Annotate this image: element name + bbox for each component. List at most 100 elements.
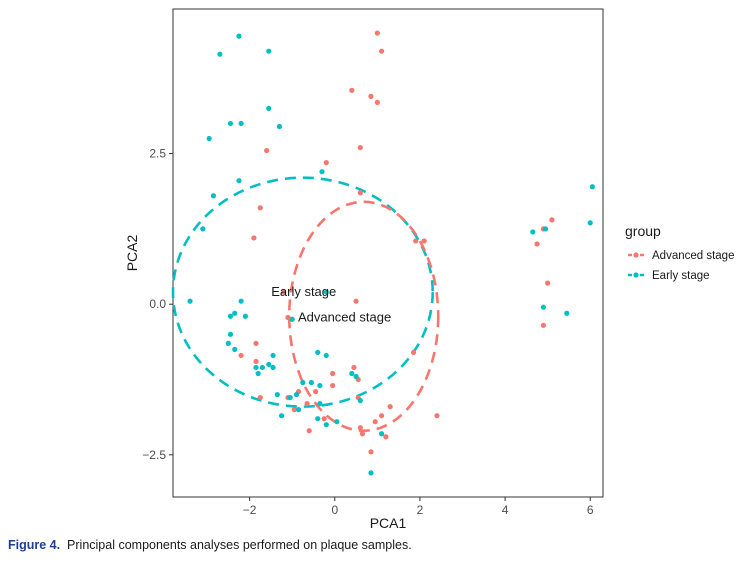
point-early-stage: [200, 226, 206, 232]
legend-key-dot-advanced-stage: [633, 252, 639, 258]
point-early-stage: [542, 226, 549, 232]
point-early-stage: [589, 184, 595, 190]
point-advanced-stage: [549, 217, 555, 223]
point-early-stage: [334, 419, 340, 425]
point-advanced-stage: [421, 238, 427, 244]
point-advanced-stage: [410, 349, 417, 356]
point-early-stage: [349, 370, 355, 377]
point-early-stage: [227, 331, 234, 337]
centroid-early-stage: [323, 289, 329, 295]
point-advanced-stage: [351, 364, 357, 371]
plot-panel-border: [172, 8, 604, 498]
point-early-stage: [259, 364, 266, 371]
point-advanced-stage: [264, 147, 270, 154]
caption-label: Figure 4.: [8, 538, 61, 552]
point-early-stage: [266, 361, 272, 368]
confidence-ellipses: [171, 176, 440, 433]
point-early-stage: [270, 352, 276, 359]
point-early-stage: [379, 431, 385, 437]
point-early-stage: [357, 398, 363, 404]
point-early-stage: [238, 298, 244, 304]
point-early-stage: [266, 105, 272, 112]
point-advanced-stage: [313, 388, 319, 395]
point-early-stage: [353, 373, 359, 380]
point-advanced-stage: [253, 358, 259, 365]
point-early-stage: [323, 352, 329, 359]
point-early-stage: [315, 349, 321, 356]
x-axis-ticks: −2 0 2 4 6: [243, 497, 594, 517]
ellipse-early-stage: [171, 176, 435, 408]
point-early-stage: [225, 340, 231, 346]
point-advanced-stage: [383, 434, 389, 440]
point-early-stage: [289, 316, 295, 322]
caption-text: Principal components analyses performed …: [67, 538, 412, 552]
legend-items: Advanced stage Early stage: [628, 250, 734, 282]
point-early-stage: [210, 193, 217, 199]
point-early-stage: [300, 379, 306, 386]
point-early-stage: [293, 391, 300, 398]
point-advanced-stage: [434, 413, 440, 419]
point-advanced-stage: [353, 298, 359, 304]
point-early-stage: [530, 229, 536, 235]
x-tick-label: 6: [587, 503, 594, 517]
point-early-stage: [540, 304, 546, 310]
point-early-stage: [206, 135, 212, 142]
point-advanced-stage: [545, 280, 551, 286]
point-early-stage: [232, 310, 238, 316]
point-advanced-stage: [291, 407, 297, 413]
point-early-stage: [295, 407, 302, 413]
point-early-stage: [323, 422, 329, 428]
point-early-stage: [253, 364, 259, 371]
ellipse-advanced-stage: [287, 200, 440, 433]
point-advanced-stage: [306, 428, 312, 434]
point-advanced-stage: [323, 160, 329, 166]
point-advanced-stage: [357, 144, 363, 151]
legend-title: group: [625, 223, 661, 239]
point-advanced-stage: [257, 205, 263, 211]
point-advanced-stage: [379, 48, 385, 54]
point-advanced-stage: [304, 401, 310, 407]
point-advanced-stage: [357, 190, 363, 196]
point-advanced-stage: [540, 322, 546, 328]
point-advanced-stage: [357, 425, 363, 431]
point-early-stage: [242, 313, 248, 319]
point-advanced-stage: [281, 289, 287, 295]
x-tick-label: 2: [417, 503, 424, 517]
point-early-stage: [276, 123, 283, 130]
point-early-stage: [317, 401, 323, 407]
point-early-stage: [368, 470, 374, 476]
x-tick-label: −2: [243, 503, 257, 517]
point-early-stage: [238, 120, 244, 127]
point-early-stage: [255, 370, 261, 377]
point-early-stage: [315, 416, 321, 422]
point-early-stage: [266, 48, 272, 54]
point-advanced-stage: [368, 449, 374, 455]
centroid-advanced-stage: [285, 314, 291, 321]
y-tick-label: 0.0: [149, 297, 166, 311]
point-early-stage: [317, 382, 323, 389]
y-axis-label: PCA2: [124, 235, 140, 272]
point-early-stage: [319, 169, 325, 175]
point-early-stage: [270, 364, 276, 371]
y-tick-label: −2.5: [142, 448, 166, 462]
cluster-annotations: Early stage Advanced stage: [271, 284, 391, 324]
point-advanced-stage: [379, 413, 385, 419]
point-early-stage: [227, 313, 234, 319]
legend-entry-advanced-stage: Advanced stage: [652, 250, 734, 262]
point-early-stage: [217, 51, 223, 57]
x-axis-label: PCA1: [370, 515, 407, 531]
point-advanced-stage: [372, 419, 378, 425]
point-advanced-stage: [413, 238, 419, 244]
point-advanced-stage: [374, 99, 380, 105]
legend: group Advanced stage Early stage: [625, 223, 734, 282]
point-advanced-stage: [349, 87, 355, 93]
point-advanced-stage: [534, 241, 540, 247]
point-advanced-stage: [387, 404, 393, 410]
point-early-stage: [274, 391, 280, 398]
point-advanced-stage: [251, 235, 257, 241]
point-early-stage: [564, 310, 570, 316]
figure-caption: Figure 4. Principal components analyses …: [8, 538, 412, 552]
point-advanced-stage: [374, 30, 380, 36]
point-early-stage: [232, 346, 238, 352]
point-advanced-stage: [257, 394, 263, 401]
